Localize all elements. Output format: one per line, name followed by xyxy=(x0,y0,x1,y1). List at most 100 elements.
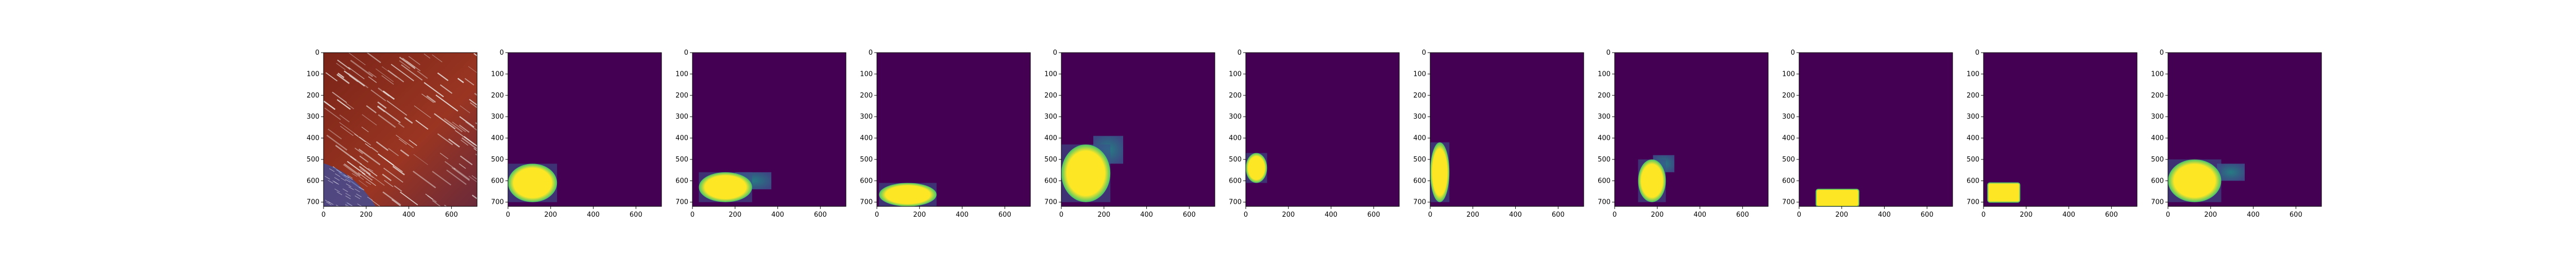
y-tick-label: 600 xyxy=(1229,177,1242,185)
y-tick-label: 200 xyxy=(491,92,504,100)
mask-region xyxy=(1638,159,1666,202)
axes-frame xyxy=(1245,52,1400,207)
y-tick-label: 0 xyxy=(1238,49,1242,57)
y-tick-label: 100 xyxy=(860,70,873,78)
y-tick-label: 700 xyxy=(491,199,504,206)
mask-region xyxy=(699,172,752,202)
x-tick-label: 400 xyxy=(587,211,600,219)
y-tick-label: 0 xyxy=(1422,49,1426,57)
x-tick-label: 600 xyxy=(1736,211,1749,219)
y-tick-label: 300 xyxy=(1598,113,1611,121)
axes-frame xyxy=(692,52,846,207)
y-tick-label: 400 xyxy=(2151,135,2164,142)
y-tick-label: 200 xyxy=(860,92,873,100)
y-tick-label: 500 xyxy=(1229,156,1242,164)
y-tick-label: 700 xyxy=(675,199,688,206)
x-tick-label: 0 xyxy=(506,211,510,219)
y-tick-label: 600 xyxy=(1598,177,1611,185)
y-tick-label: 100 xyxy=(1044,70,1057,78)
x-tick-label: 0 xyxy=(1428,211,1432,219)
tissue-streaks xyxy=(324,53,477,206)
x-tick-label: 600 xyxy=(814,211,827,219)
panel-8: 0 200 400 600 0 100 200 300 400 500 600 700 xyxy=(1598,49,1769,219)
y-tick-label: 500 xyxy=(307,156,319,164)
y-tick-label: 200 xyxy=(1229,92,1242,100)
y-tick-label: 500 xyxy=(860,156,873,164)
x-tick-label: 400 xyxy=(1693,211,1706,219)
y-tick-label: 200 xyxy=(675,92,688,100)
x-tick-label: 600 xyxy=(1183,211,1196,219)
y-tick-label: 500 xyxy=(1413,156,1426,164)
panel-9: 0 200 400 600 0 100 200 300 400 500 600 700 xyxy=(1782,49,1953,219)
mask-background xyxy=(1246,53,1399,206)
y-tick-label: 100 xyxy=(1229,70,1242,78)
panel-4: 0 200 400 600 0 100 200 300 400 500 600 700 xyxy=(860,49,1031,219)
y-tick-label: 400 xyxy=(491,135,504,142)
mask-region xyxy=(1430,142,1450,202)
y-tick-label: 100 xyxy=(1782,70,1795,78)
x-tick-label: 0 xyxy=(875,211,879,219)
y-tick-label: 100 xyxy=(675,70,688,78)
x-tick-label: 0 xyxy=(1244,211,1248,219)
panel-2: 0 200 400 600 0 100 200 300 400 500 600 700 xyxy=(491,49,662,219)
y-tick-label: 400 xyxy=(860,135,873,142)
y-tick-label: 0 xyxy=(1606,49,1611,57)
y-tick-label: 100 xyxy=(491,70,504,78)
mask-region xyxy=(1987,182,2021,203)
panel-11: 0 200 400 600 0 100 200 300 400 500 600 700 xyxy=(2151,49,2322,219)
y-tick-label: 600 xyxy=(1967,177,1979,185)
y-tick-label: 300 xyxy=(1229,113,1242,121)
y-tick-label: 400 xyxy=(1044,135,1057,142)
y-tick-label: 400 xyxy=(307,135,319,142)
y-tick-label: 700 xyxy=(860,199,873,206)
y-tick-label: 600 xyxy=(1044,177,1057,185)
y-tick-label: 300 xyxy=(1044,113,1057,121)
y-tick-label: 400 xyxy=(1229,135,1242,142)
x-tick-label: 200 xyxy=(1466,211,1479,219)
y-tick-label: 600 xyxy=(1782,177,1795,185)
x-tick-label: 600 xyxy=(998,211,1011,219)
axes-frame xyxy=(1430,52,1584,207)
y-tick-label: 400 xyxy=(1598,135,1611,142)
mask-region xyxy=(1816,188,1859,206)
y-tick-label: 700 xyxy=(1229,199,1242,206)
y-tick-label: 200 xyxy=(2151,92,2164,100)
y-tick-label: 600 xyxy=(307,177,319,185)
y-tick-label: 700 xyxy=(1044,199,1057,206)
y-tick-label: 500 xyxy=(1598,156,1611,164)
y-tick-label: 400 xyxy=(1413,135,1426,142)
y-tick-label: 300 xyxy=(860,113,873,121)
x-tick-label: 0 xyxy=(1797,211,1801,219)
x-tick-label: 0 xyxy=(321,211,326,219)
y-tick-label: 700 xyxy=(307,199,319,206)
axes-frame xyxy=(1983,52,2138,207)
panel-6: 0 200 400 600 0 100 200 300 400 500 600 700 xyxy=(1229,49,1400,219)
mask-background xyxy=(877,53,1030,206)
y-tick-label: 0 xyxy=(2160,49,2164,57)
x-tick-label: 200 xyxy=(728,211,741,219)
mask-background xyxy=(1984,53,2137,206)
axes-frame xyxy=(1061,52,1215,207)
axes-frame xyxy=(2167,52,2322,207)
x-tick-label: 400 xyxy=(1140,211,1153,219)
y-tick-label: 300 xyxy=(491,113,504,121)
y-tick-label: 100 xyxy=(1413,70,1426,78)
y-tick-label: 700 xyxy=(1967,199,1979,206)
x-tick-label: 0 xyxy=(1613,211,1617,219)
y-tick-label: 300 xyxy=(2151,113,2164,121)
y-tick-label: 100 xyxy=(1967,70,1979,78)
x-tick-label: 400 xyxy=(771,211,784,219)
x-tick-label: 200 xyxy=(360,211,372,219)
x-tick-label: 0 xyxy=(690,211,694,219)
y-tick-label: 400 xyxy=(1967,135,1979,142)
y-tick-label: 300 xyxy=(307,113,319,121)
y-tick-label: 600 xyxy=(2151,177,2164,185)
x-tick-label: 600 xyxy=(1552,211,1565,219)
y-tick-label: 400 xyxy=(1782,135,1795,142)
mask-background xyxy=(1799,53,1953,206)
y-tick-label: 100 xyxy=(1598,70,1611,78)
x-tick-label: 400 xyxy=(956,211,969,219)
panel-10: 0 200 400 600 0 100 200 300 400 500 600 700 xyxy=(1967,49,2138,219)
x-tick-label: 0 xyxy=(2166,211,2170,219)
